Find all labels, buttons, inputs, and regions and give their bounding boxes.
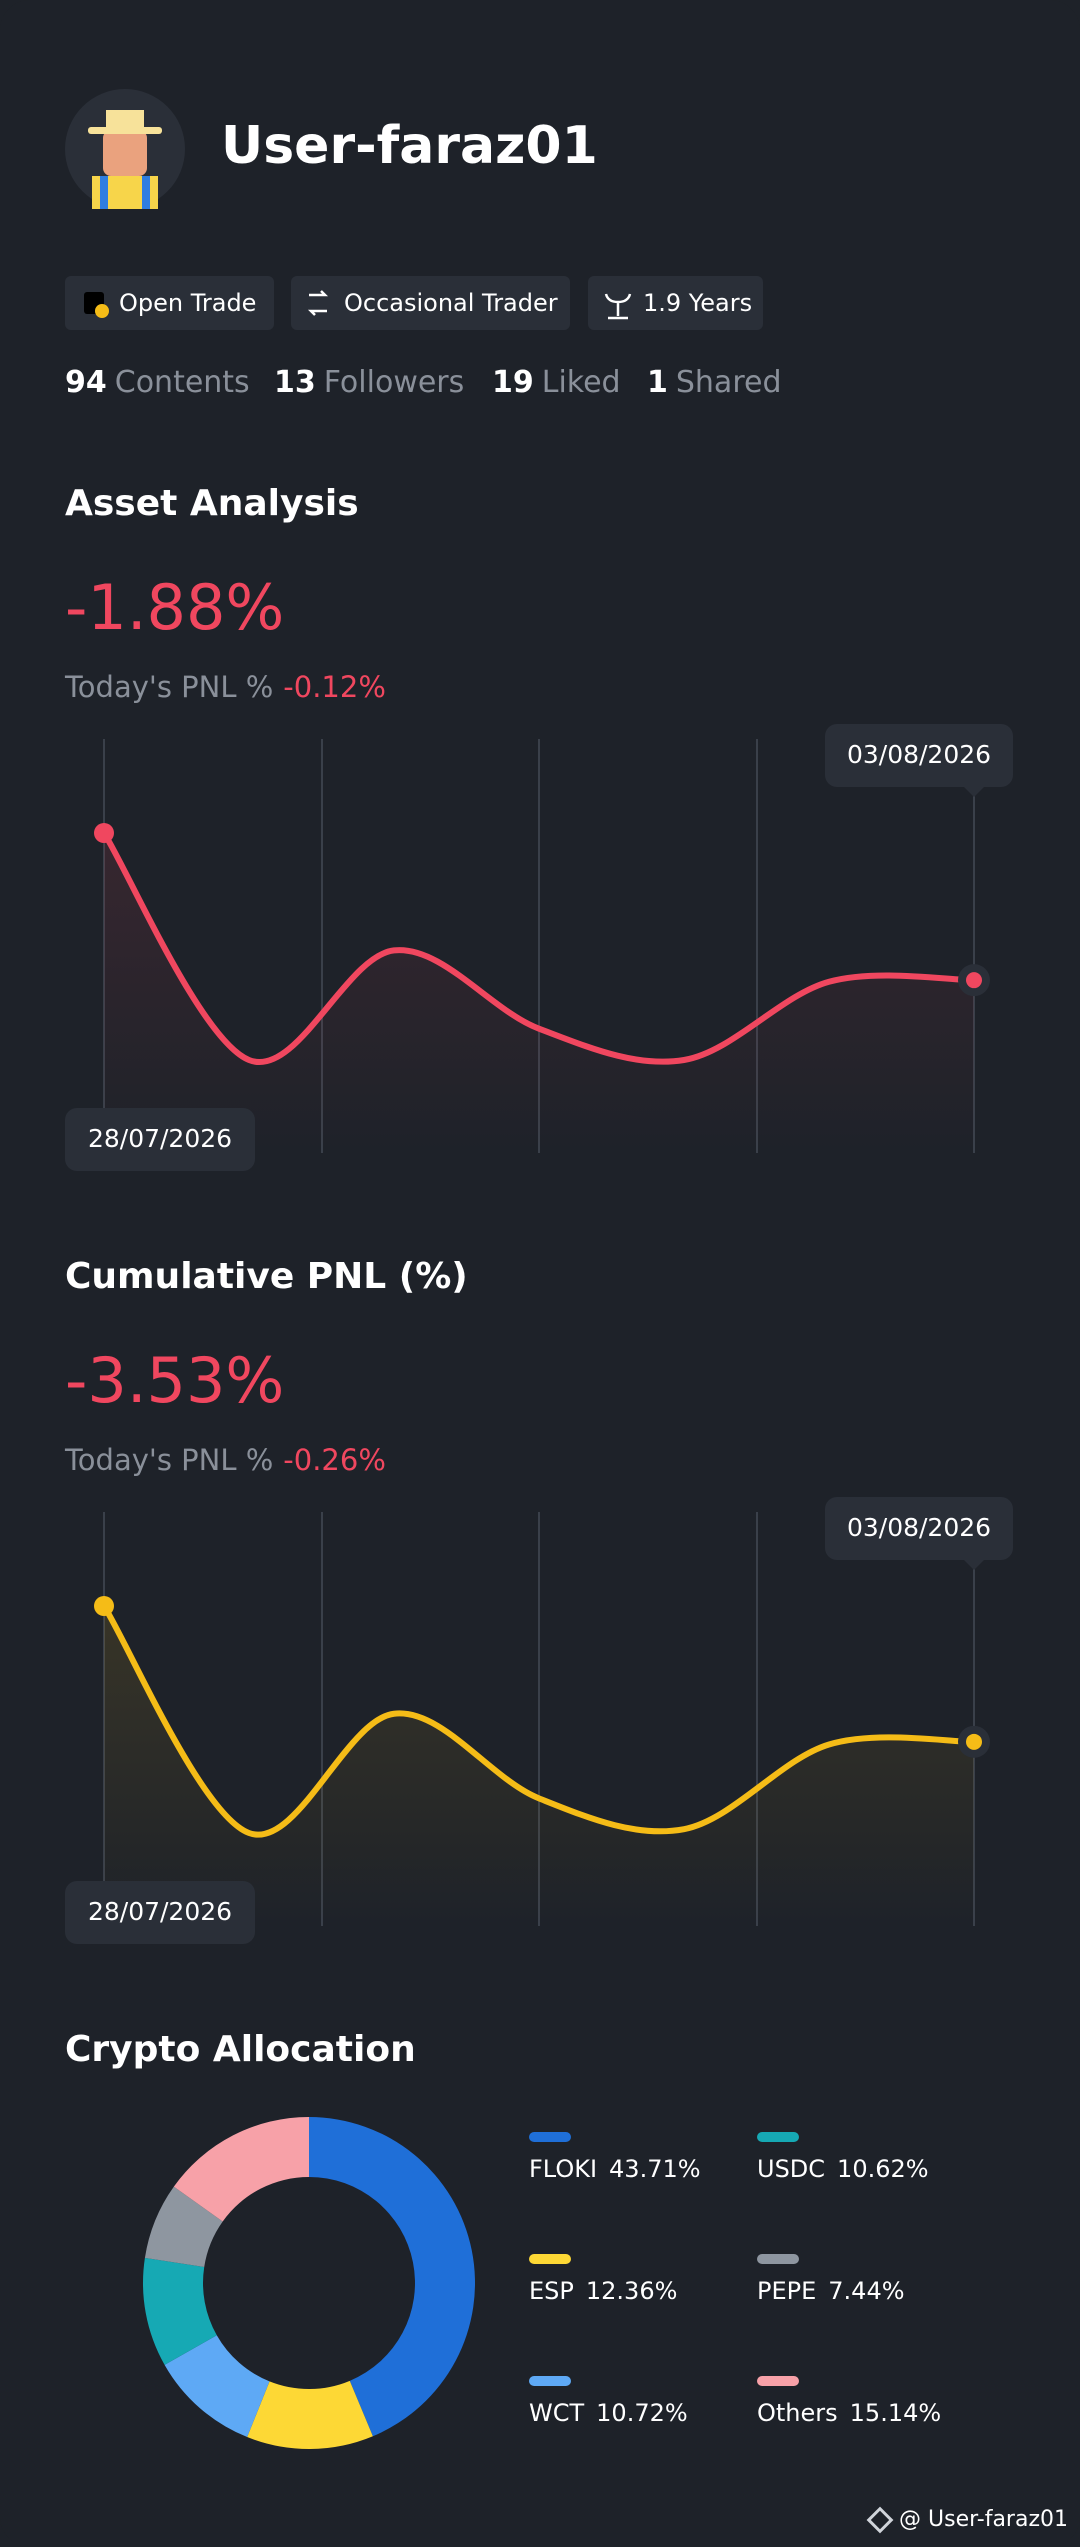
date-tooltip xyxy=(65,1881,255,1944)
headline: -1.88% xyxy=(65,571,284,644)
pnl: Today's PNL % -0.12% xyxy=(64,670,386,704)
legend-name: FLOKI xyxy=(529,2155,597,2183)
pnl-value: -0.12% xyxy=(283,670,386,704)
tooltip-arrow xyxy=(964,1560,984,1570)
stat: 19 Liked xyxy=(492,365,621,400)
point xyxy=(966,972,982,989)
legend-entry: ESP 12.36% xyxy=(529,2277,677,2305)
stat-count: 19 xyxy=(492,365,534,400)
donut-slice xyxy=(173,2117,309,2222)
legend-name: Others xyxy=(757,2399,838,2427)
legend-name: USDC xyxy=(757,2155,825,2183)
donut-slice xyxy=(164,2335,270,2438)
legend-entry: Others 15.14% xyxy=(757,2399,941,2427)
stats: 94 Contents 13 Followers 19 Liked 1 Shared xyxy=(65,365,782,400)
legend-value: 12.36% xyxy=(586,2277,678,2305)
footer-logo xyxy=(866,2506,894,2534)
line xyxy=(101,1604,975,1838)
legend-value: 15.14% xyxy=(850,2399,942,2427)
pnl: Today's PNL % -0.26% xyxy=(64,1443,386,1477)
legend-swatch xyxy=(529,2254,571,2264)
date-label: 28/07/2026 xyxy=(88,1897,232,1926)
section-title: Asset Analysis xyxy=(65,483,359,524)
donut-slice xyxy=(247,2380,373,2449)
stat: 94 Contents xyxy=(65,365,250,400)
legend-swatch xyxy=(757,2376,799,2386)
date-tooltip xyxy=(65,1108,255,1171)
stat-count: 94 xyxy=(65,365,107,400)
section-title: Crypto Allocation xyxy=(65,2029,416,2070)
headline: -3.53% xyxy=(65,1344,284,1417)
stat-count: 1 xyxy=(647,365,668,400)
stat-label: Contents xyxy=(115,365,250,400)
area xyxy=(104,833,974,1153)
point xyxy=(94,1596,114,1616)
date-label: 03/08/2026 xyxy=(847,740,991,769)
tag: Occasional Trader xyxy=(344,289,558,317)
legend-value: 43.71% xyxy=(609,2155,701,2183)
stat-label: Followers xyxy=(324,365,465,400)
line xyxy=(101,831,975,1066)
date-label: 03/08/2026 xyxy=(847,1513,991,1542)
legend-swatch xyxy=(757,2254,799,2264)
legend-name: ESP xyxy=(529,2277,574,2305)
legend-name: WCT xyxy=(529,2399,584,2427)
legend-value: 10.72% xyxy=(596,2399,688,2427)
area xyxy=(104,1606,974,1926)
avatar xyxy=(65,89,185,209)
tag: 1.9 Years xyxy=(643,289,752,317)
pnl-label: Today's PNL % xyxy=(64,1443,273,1477)
legend-value: 10.62% xyxy=(837,2155,929,2183)
legend-value: 7.44% xyxy=(828,2277,904,2305)
date-label: 28/07/2026 xyxy=(88,1124,232,1153)
legend-entry: WCT 10.72% xyxy=(529,2399,688,2427)
donut-slice xyxy=(309,2117,475,2437)
date-tooltip xyxy=(825,724,1013,787)
stat: 13 Followers xyxy=(274,365,464,400)
footer: @ User-faraz01 xyxy=(899,2507,1068,2532)
stat-label: Liked xyxy=(542,365,621,400)
section-title: Cumulative PNL (%) xyxy=(65,1256,468,1297)
username: User-faraz01 xyxy=(221,116,598,176)
legend-entry: FLOKI 43.71% xyxy=(529,2155,701,2183)
point xyxy=(966,1733,982,1750)
stat-label: Shared xyxy=(676,365,782,400)
date-tooltip xyxy=(825,1497,1013,1560)
legend-swatch xyxy=(529,2132,571,2142)
point xyxy=(94,823,114,843)
tooltip-arrow xyxy=(964,787,984,797)
tags: Open Trade Occasional Trader 1.9 Years xyxy=(65,276,763,330)
pnl-label: Today's PNL % xyxy=(64,670,273,704)
donut-slice xyxy=(143,2257,217,2365)
stat-count: 13 xyxy=(274,365,316,400)
donut-slice xyxy=(144,2186,223,2267)
tag: Open Trade xyxy=(119,289,256,317)
legend-swatch xyxy=(757,2132,799,2142)
legend-name: PEPE xyxy=(757,2277,816,2305)
legend-entry: PEPE 7.44% xyxy=(757,2277,905,2305)
stat: 1 Shared xyxy=(647,365,782,400)
legend-entry: USDC 10.62% xyxy=(757,2155,929,2183)
pnl-value: -0.26% xyxy=(283,1443,386,1477)
legend-swatch xyxy=(529,2376,571,2386)
